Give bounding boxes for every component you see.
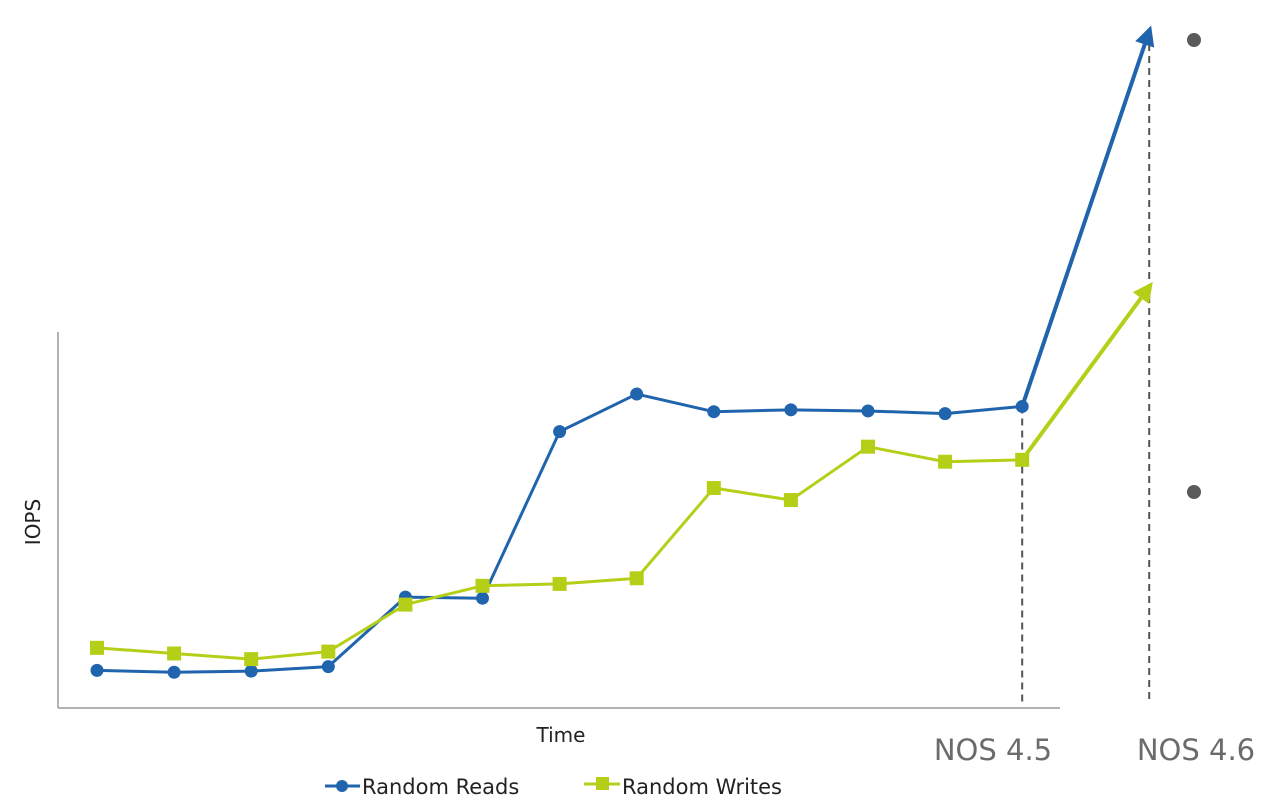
x-axis-label: Time bbox=[536, 723, 586, 747]
y-axis-label: IOPS bbox=[21, 499, 45, 545]
random-writes-point bbox=[321, 644, 336, 659]
nos-4-6-label: NOS 4.6 bbox=[1137, 733, 1255, 767]
random-reads-point bbox=[707, 405, 721, 419]
random-writes-point bbox=[783, 493, 798, 508]
random-writes-point bbox=[90, 640, 104, 655]
random-reads-point bbox=[1015, 399, 1029, 413]
random-reads-point bbox=[90, 663, 104, 677]
random-writes-point bbox=[1015, 452, 1030, 467]
random-writes-line bbox=[96, 445, 1023, 661]
bullet-dot-1 bbox=[1187, 33, 1201, 47]
random-reads-point bbox=[861, 404, 875, 418]
legend-item-writes: Random Writes bbox=[584, 775, 782, 799]
random-reads-point bbox=[321, 660, 335, 674]
legend-writes-marker bbox=[596, 777, 609, 790]
random-reads-projection bbox=[1020, 25, 1155, 408]
random-reads-point bbox=[167, 665, 181, 679]
random-writes-point bbox=[706, 481, 721, 496]
legend-reads-label: Random Reads bbox=[362, 775, 519, 799]
legend: Random Reads Random Writes bbox=[325, 775, 782, 799]
random-reads-point bbox=[244, 664, 258, 678]
legend-writes-label: Random Writes bbox=[622, 775, 782, 799]
random-writes-point bbox=[629, 571, 644, 586]
random-writes-point bbox=[861, 439, 875, 454]
random-writes-point bbox=[398, 597, 413, 612]
random-reads-point bbox=[553, 425, 567, 439]
nos-4-5-label: NOS 4.5 bbox=[934, 733, 1052, 767]
random-writes-point bbox=[244, 652, 259, 667]
bullet-dot-2 bbox=[1187, 485, 1201, 499]
random-reads-point bbox=[784, 403, 798, 417]
random-writes-point bbox=[552, 576, 567, 591]
random-writes-point bbox=[475, 578, 490, 593]
legend-reads-marker bbox=[336, 780, 348, 792]
legend-item-reads: Random Reads bbox=[325, 775, 519, 799]
random-reads-point bbox=[938, 407, 952, 421]
random-reads-point bbox=[630, 387, 644, 401]
random-reads-point bbox=[476, 591, 489, 605]
series-layer bbox=[90, 25, 1155, 702]
random-writes-point bbox=[938, 454, 953, 469]
random-writes-point bbox=[167, 646, 182, 661]
random-writes-projection bbox=[1020, 282, 1153, 462]
